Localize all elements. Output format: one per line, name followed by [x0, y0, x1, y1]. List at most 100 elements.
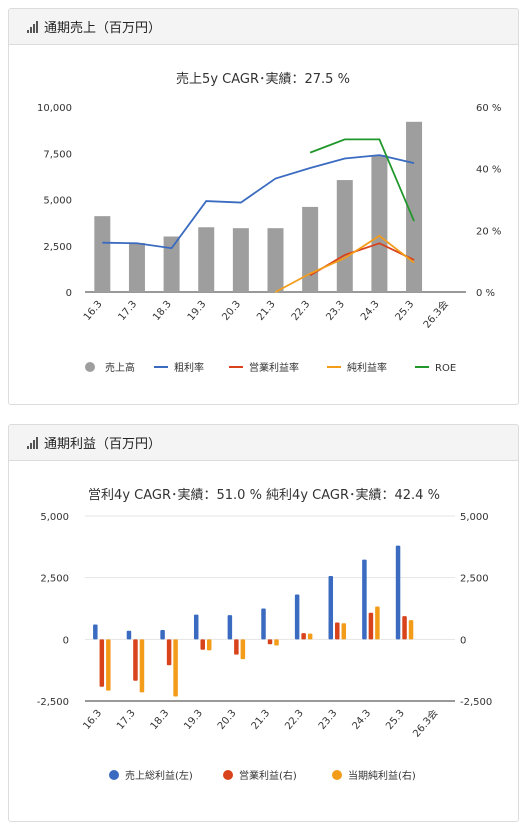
x-tick-label: 17.3 — [115, 708, 138, 732]
signal-icon — [27, 20, 39, 33]
gross-profit-bar — [395, 545, 401, 640]
net-profit-bar — [375, 606, 380, 640]
y-right-tick-label: 20 % — [476, 226, 501, 237]
profit-chart-title: 営利4y CAGR･実績：51.0 % 純利4y CAGR･実績：42.4 % — [88, 487, 440, 503]
sales-bar — [94, 216, 111, 292]
profit-chart: 営利4y CAGR･実績：51.0 % 純利4y CAGR･実績：42.4 % … — [37, 487, 493, 782]
sales-bar — [406, 121, 423, 292]
gross-profit-bar — [160, 629, 165, 640]
gross-profit-bar — [294, 594, 300, 640]
gross-profit-bar — [193, 614, 199, 640]
op-profit-bar — [368, 612, 374, 640]
legend-label: 売上高 — [105, 361, 135, 374]
x-tick-label: 26.3会 — [410, 707, 441, 740]
y-left-tick-label: 2,500 — [40, 574, 69, 585]
gross-profit-bar — [126, 630, 132, 640]
x-tick-label: 18.3 — [149, 708, 172, 732]
legend-marker-sales — [85, 362, 95, 372]
net-profit-bar — [106, 639, 111, 691]
profit-card-title: 通期利益（百万円） — [44, 437, 162, 452]
x-tick-label: 25.3 — [384, 708, 407, 732]
gross-profit-bar — [362, 559, 367, 640]
x-tick-label: 17.3 — [117, 299, 140, 323]
op-profit-bar — [402, 616, 407, 640]
x-tick-label: 16.3 — [82, 299, 105, 323]
net-profit-bar — [408, 620, 414, 640]
roe-line — [309, 138, 415, 222]
x-tick-label: 22.3 — [283, 708, 306, 732]
op-profit-bar — [301, 633, 306, 640]
net-profit-bar — [274, 639, 279, 646]
x-tick-label: 22.3 — [290, 299, 313, 323]
op-profit-bar — [166, 639, 172, 666]
y-right-tick-label: 0 — [460, 635, 466, 646]
legend-marker — [332, 770, 342, 780]
y-left-tick-label: 0 — [66, 288, 72, 299]
op-profit-bar — [335, 622, 340, 640]
net-profit-bar — [173, 639, 178, 697]
x-tick-label: 26.3会 — [420, 298, 451, 331]
sales-bar — [128, 242, 145, 292]
sales-bar — [267, 228, 284, 292]
x-tick-label: 25.3 — [394, 299, 417, 323]
legend-label: 当期純利益(右) — [348, 769, 416, 782]
y-left-tick-label: 0 — [63, 635, 69, 646]
gross-profit-bar — [227, 615, 233, 640]
legend-marker — [223, 770, 233, 780]
op-profit-bar — [267, 639, 273, 645]
y-left-tick-label: 2,500 — [43, 242, 72, 253]
y-left-tick-label: 10,000 — [37, 103, 72, 114]
sales-card-title: 通期売上（百万円） — [44, 21, 162, 36]
legend-label: 営業利益(右) — [239, 769, 297, 782]
legend-label: 売上総利益(左) — [125, 769, 193, 782]
x-tick-label: 21.3 — [250, 708, 273, 732]
gross-profit-bar — [328, 575, 334, 640]
x-tick-label: 16.3 — [81, 708, 104, 732]
x-tick-label: 19.3 — [182, 708, 205, 732]
net-profit-bar — [307, 633, 313, 640]
op-profit-bar — [99, 639, 105, 687]
x-tick-label: 24.3 — [350, 708, 373, 732]
y-right-tick-label: 5,000 — [460, 512, 489, 523]
net-profit-bar — [240, 639, 246, 660]
sales-chart: 売上5y CAGR･実績：27.5 % 10,000 7,500 5,000 2,50… — [37, 71, 501, 374]
sales-bar — [336, 180, 353, 292]
sales-card: 通期売上（百万円） 売上5y CAGR･実績：27.5 % 10,000 7,50… — [8, 8, 519, 405]
y-right-tick-label: 40 % — [476, 165, 501, 176]
legend-marker — [109, 770, 119, 780]
x-tick-label: 20.3 — [220, 299, 243, 323]
op-profit-bar — [200, 639, 205, 650]
net-profit-bar — [206, 639, 212, 651]
sales-chart-title: 売上5y CAGR･実績：27.5 % — [176, 71, 350, 87]
x-tick-label: 21.3 — [255, 299, 278, 323]
op-profit-bar — [133, 639, 138, 681]
sales-bar — [302, 206, 319, 292]
net-profit-bar — [341, 623, 347, 640]
gross-margin-line — [102, 154, 415, 250]
op-margin-line — [309, 242, 415, 277]
y-left-tick-label: 5,000 — [40, 512, 69, 523]
gross-profit-bar — [93, 624, 98, 640]
y-left-tick-label: -2,500 — [37, 697, 69, 708]
net-profit-bar — [139, 639, 145, 693]
y-right-tick-label: 60 % — [476, 103, 501, 114]
sales-bar — [163, 236, 180, 292]
legend-label: 営業利益率 — [249, 361, 299, 374]
y-right-tick-label: -2,500 — [460, 697, 492, 708]
legend-label: ROE — [435, 363, 456, 374]
profit-card-header: 通期利益（百万円） — [9, 425, 518, 461]
x-tick-label: 24.3 — [359, 299, 382, 323]
gross-profit-bar — [261, 608, 266, 640]
sales-bar — [371, 155, 388, 292]
sales-card-header: 通期売上（百万円） — [9, 9, 518, 45]
y-right-tick-label: 2,500 — [460, 574, 489, 585]
x-tick-label: 19.3 — [186, 299, 209, 323]
x-tick-label: 20.3 — [216, 708, 239, 732]
sales-bar — [198, 227, 215, 292]
y-left-tick-label: 5,000 — [43, 196, 72, 207]
net-margin-line — [275, 234, 415, 293]
y-left-tick-label: 7,500 — [43, 149, 72, 160]
op-profit-bar — [234, 639, 239, 655]
x-tick-label: 23.3 — [317, 708, 340, 732]
x-tick-label: 18.3 — [151, 299, 174, 323]
